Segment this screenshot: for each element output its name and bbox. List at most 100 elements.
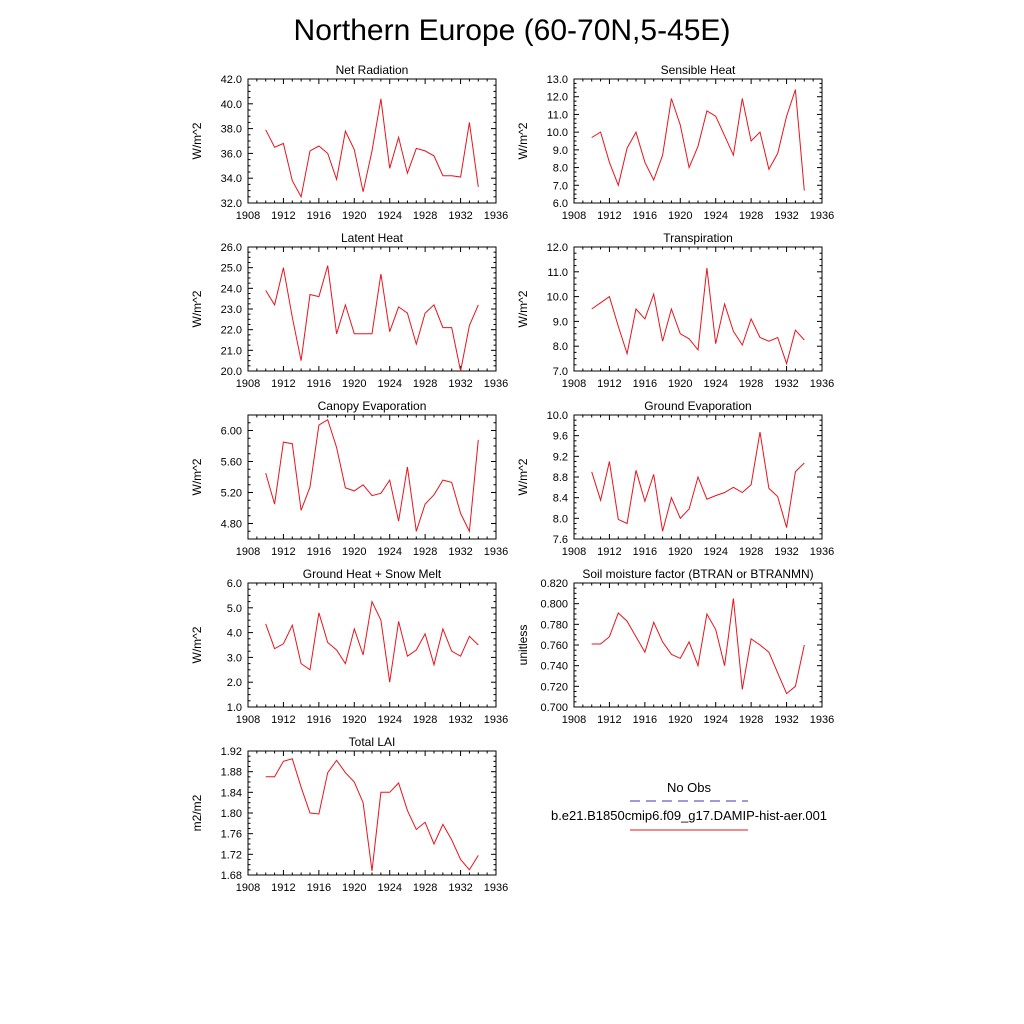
figure-title: Northern Europe (60-70N,5-45E) [294,14,731,47]
x-tick-label: 1928 [413,882,437,894]
y-tick-label: 0.760 [540,640,568,652]
x-tick-label: 1912 [271,210,295,222]
x-tick-label: 1924 [377,210,401,222]
plot-frame [573,246,823,372]
series-line [591,89,805,191]
x-tick-label: 1924 [377,882,401,894]
series-line [591,268,805,366]
y-tick-label: 34.0 [221,173,242,185]
y-tick-label: 7.0 [553,180,568,192]
y-tick-label: 1.0 [227,702,242,714]
x-tick-label: 1932 [774,378,798,390]
x-tick-label: 1908 [236,882,260,894]
y-tick-label: 9.0 [553,145,568,157]
plot-frame [247,246,497,372]
y-tick-label: 1.80 [221,808,242,820]
y-tick-label: 6.0 [227,578,242,590]
panel-6: Ground Evaporation 1908 1912 1916 1920 1924 19… [516,399,834,558]
x-tick-label: 1912 [597,210,621,222]
y-tick-label: 1.76 [221,829,242,841]
x-tick-label: 1916 [633,210,657,222]
x-tick-label: 1936 [484,714,508,726]
y-tick-label: 0.800 [540,599,568,611]
x-tick-label: 1908 [562,546,586,558]
x-tick-label: 1928 [739,546,763,558]
x-tick-label: 1908 [236,378,260,390]
y-axis-label: W/m^2 [190,458,204,495]
x-tick-label: 1924 [377,378,401,390]
y-tick-label: 26.0 [221,242,242,254]
panel-2: Sensible Heat 1908 1912 1916 1920 1924 1928 193… [516,63,834,222]
panel-5: Canopy Evaporation 1908 1912 1916 1920 1924 19… [190,399,508,558]
y-axis-label: W/m^2 [190,122,204,159]
y-tick-label: 21.0 [221,345,242,357]
x-tick-label: 1928 [413,546,437,558]
x-tick-label: 1912 [597,546,621,558]
series-line [265,98,479,199]
x-tick-label: 1936 [484,546,508,558]
x-tick-label: 1916 [633,546,657,558]
x-tick-label: 1928 [739,210,763,222]
x-tick-label: 1908 [562,714,586,726]
plot-frame [573,78,823,204]
y-tick-label: 0.740 [540,661,568,673]
x-tick-label: 1916 [633,378,657,390]
y-tick-label: 0.780 [540,619,568,631]
y-tick-label: 0.700 [540,702,568,714]
x-tick-label: 1908 [236,210,260,222]
x-tick-label: 1908 [562,210,586,222]
y-tick-label: 42.0 [221,74,242,86]
y-tick-label: 36.0 [221,148,242,160]
y-tick-label: 6.0 [553,198,568,210]
x-tick-label: 1936 [484,882,508,894]
y-tick-label: 7.6 [553,534,568,546]
y-tick-label: 32.0 [221,198,242,210]
y-tick-label: 3.0 [227,652,242,664]
x-tick-label: 1916 [307,378,331,390]
panel-7: Ground Heat + Snow Melt 1908 1912 1916 1920 1… [190,567,508,726]
series-line [265,265,479,372]
panels: Net Radiation 1908 1912 1916 1920 1924 1928 193… [190,63,834,894]
y-tick-label: 40.0 [221,99,242,111]
x-tick-label: 1924 [703,714,727,726]
y-tick-label: 10.0 [547,127,568,139]
y-tick-label: 1.88 [221,767,242,779]
x-tick-label: 1924 [377,546,401,558]
x-tick-label: 1912 [597,378,621,390]
x-tick-label: 1936 [484,210,508,222]
y-tick-label: 5.60 [221,457,242,469]
y-tick-label: 12.0 [547,92,568,104]
y-tick-label: 0.720 [540,681,568,693]
x-tick-label: 1920 [342,210,366,222]
y-tick-label: 1.72 [221,849,242,861]
y-tick-label: 9.6 [553,431,568,443]
x-tick-label: 1912 [271,714,295,726]
panel-4: Transpiration 1908 1912 1916 1920 1924 1928 193… [516,231,834,390]
y-tick-label: 22.0 [221,325,242,337]
y-axis-label: W/m^2 [516,290,530,327]
x-tick-label: 1916 [307,210,331,222]
plot-frame [247,414,497,540]
x-tick-label: 1924 [377,714,401,726]
y-tick-label: 9.0 [553,316,568,328]
panel-title: Ground Heat + Snow Melt [303,567,442,581]
panel-9: Total LAI 1908 1912 1916 1920 1924 1928 1932 193… [190,735,508,894]
y-tick-label: 10.0 [547,410,568,422]
series-line [265,418,479,534]
x-tick-label: 1916 [633,714,657,726]
x-tick-label: 1932 [448,546,472,558]
x-tick-label: 1912 [271,378,295,390]
y-tick-label: 8.0 [553,513,568,525]
x-tick-label: 1924 [703,210,727,222]
y-tick-label: 6.00 [221,426,242,438]
x-tick-label: 1924 [703,546,727,558]
x-tick-label: 1928 [413,714,437,726]
y-tick-label: 8.8 [553,472,568,484]
x-tick-label: 1932 [448,378,472,390]
x-tick-label: 1928 [739,714,763,726]
panel-title: Soil moisture factor (BTRAN or BTRANMN) [582,567,813,581]
y-tick-label: 1.68 [221,870,242,882]
y-tick-label: 11.0 [547,267,568,279]
y-tick-label: 10.0 [547,292,568,304]
y-tick-label: 0.820 [540,578,568,590]
